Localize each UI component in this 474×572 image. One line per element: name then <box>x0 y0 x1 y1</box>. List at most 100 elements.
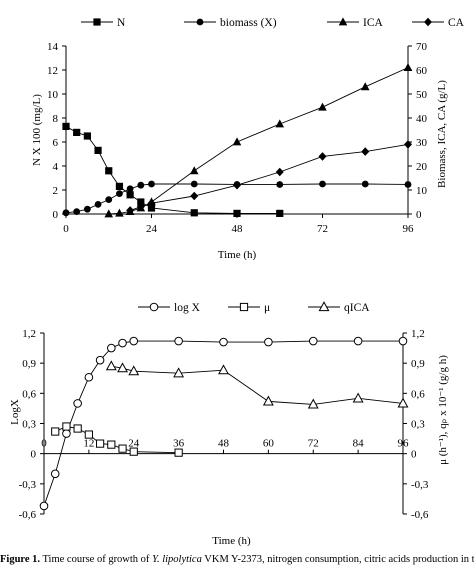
top-x-tick-label: 0 <box>63 223 69 235</box>
caption-text-after: VKM Y-2373, nitrogen consumption, citric… <box>204 554 474 565</box>
top-left-y-tick-label: 2 <box>53 185 59 197</box>
top-right-y-tick-label: 10 <box>416 185 428 197</box>
data-point-biomass-x <box>105 196 113 204</box>
data-point-log-x <box>84 372 94 382</box>
top-right-y-tick-label: 50 <box>416 89 428 101</box>
data-point-n <box>94 146 102 154</box>
data-point-biomass-x <box>276 181 284 188</box>
chart-top-series <box>62 63 413 218</box>
bottom-right-y-tick-label: 1,2 <box>411 328 425 340</box>
legend-label-log-x: log X <box>174 302 201 314</box>
bottom-left-y-tick-label: -0,3 <box>19 479 37 491</box>
data-point-log-x <box>174 336 183 346</box>
top-right-y-axis-label: Biomass, ICA, CA (g/L) <box>436 80 448 188</box>
caption-text-before: Time course of growth of <box>40 554 153 565</box>
bottom-right-y-tick-label: 0 <box>411 449 417 461</box>
data-point-ca <box>136 202 145 212</box>
chart-bottom: log X μ qICA -0,6 -0,3 0 0,3 0,6 0,9 1,2 -0,6 -0,3… <box>9 301 449 547</box>
data-point-qica <box>352 392 364 403</box>
data-point-biomass-x <box>73 208 81 216</box>
top-right-y-tick-label: 60 <box>416 65 428 77</box>
chart-bottom-series <box>39 336 409 511</box>
legend-label-biomass-x: biomass (X) <box>220 17 277 29</box>
data-point-mu <box>84 430 93 439</box>
data-point-log-x <box>118 338 127 348</box>
top-left-y-tick-label: 0 <box>53 209 59 221</box>
data-point-qica <box>117 362 128 373</box>
data-point-n <box>276 209 284 217</box>
data-point-log-x <box>308 336 318 346</box>
data-point-n <box>105 167 113 175</box>
chart-bottom-legend: log X μ qICA <box>138 301 370 314</box>
data-point-log-x <box>73 399 82 408</box>
data-point-log-x <box>219 337 228 347</box>
data-point-log-x <box>353 336 363 346</box>
data-point-mu <box>174 448 183 457</box>
bottom-left-y-tick-label: 0,6 <box>22 388 36 400</box>
bottom-x-tick-label: 0 <box>41 438 47 450</box>
data-point-log-x <box>107 343 116 353</box>
bottom-right-y-tick-label: 0,6 <box>411 388 425 400</box>
top-x-tick-label: 72 <box>317 223 328 235</box>
data-point-biomass-x <box>116 190 123 198</box>
top-x-tick-label: 96 <box>403 223 415 235</box>
data-point-mu <box>129 447 138 456</box>
top-left-y-axis-label: N X 100 (mg/L) <box>31 94 43 166</box>
data-point-ca <box>318 152 327 161</box>
legend-marker-log-x <box>149 302 159 312</box>
bottom-x-tick-label: 60 <box>263 438 275 450</box>
data-point-mu <box>51 427 60 436</box>
data-point-n <box>137 198 145 206</box>
top-left-y-tick-label: 6 <box>53 137 59 149</box>
top-x-axis-label: Time (h) <box>218 249 257 260</box>
data-point-biomass-x <box>319 180 326 188</box>
data-point-ica <box>104 209 114 218</box>
data-point-ca <box>233 180 241 190</box>
bottom-left-y-tick-label: -0,6 <box>19 509 37 521</box>
bottom-right-y-axis-label: μ (h⁻¹), qₚ x 10⁻¹ (g/g h) <box>437 355 449 465</box>
bottom-x-tick-label: 84 <box>353 438 365 450</box>
top-left-y-tick-label: 12 <box>47 65 58 77</box>
data-point-log-x <box>95 355 105 365</box>
data-point-ca <box>361 147 370 156</box>
data-point-qica <box>307 398 319 409</box>
data-point-qica <box>128 365 140 376</box>
caption-label: Figure 1. <box>0 554 41 565</box>
data-point-log-x <box>398 336 408 346</box>
data-point-n <box>147 204 156 212</box>
top-right-y-tick-label: 20 <box>416 161 428 173</box>
data-point-biomass-x <box>190 180 198 188</box>
data-point-biomass-x <box>62 209 70 217</box>
legend-marker-ca <box>424 17 432 27</box>
bottom-left-y-tick-label: 0 <box>31 449 37 461</box>
bottom-right-y-tick-label: -0,3 <box>411 479 429 491</box>
bottom-x-tick-label: 12 <box>83 438 94 450</box>
chart-bottom-axes: -0,6 -0,3 0 0,3 0,6 0,9 1,2 -0,6 -0,3 0 0,3 0,6 0,9 1… <box>9 328 449 547</box>
data-point-mu <box>107 440 116 449</box>
legend-label-qica: qICA <box>344 302 370 314</box>
top-left-y-tick-label: 8 <box>53 113 59 125</box>
data-point-log-x <box>264 337 273 347</box>
bottom-x-tick-label: 72 <box>308 438 319 450</box>
data-point-ica <box>403 63 413 71</box>
data-point-ca <box>126 206 135 215</box>
bottom-x-axis-label: Time (h) <box>212 535 251 547</box>
data-point-biomass-x <box>94 201 102 208</box>
data-point-biomass-x <box>361 180 369 188</box>
top-right-y-tick-label: 30 <box>416 137 428 149</box>
legend-label-ca: CA <box>448 17 465 29</box>
data-point-biomass-x <box>126 185 134 193</box>
data-point-biomass-x <box>137 181 145 189</box>
data-point-ca <box>190 191 199 201</box>
data-point-ica <box>115 208 124 217</box>
bottom-right-y-tick-label: 0,9 <box>411 358 425 370</box>
data-point-biomass-x <box>148 180 155 188</box>
bottom-right-y-tick-label: -0,6 <box>411 509 429 521</box>
data-point-n <box>190 209 198 217</box>
data-point-qica <box>397 397 409 408</box>
bottom-x-tick-label: 36 <box>173 438 185 450</box>
data-point-qica <box>262 395 274 406</box>
legend-marker-qica <box>318 301 330 312</box>
